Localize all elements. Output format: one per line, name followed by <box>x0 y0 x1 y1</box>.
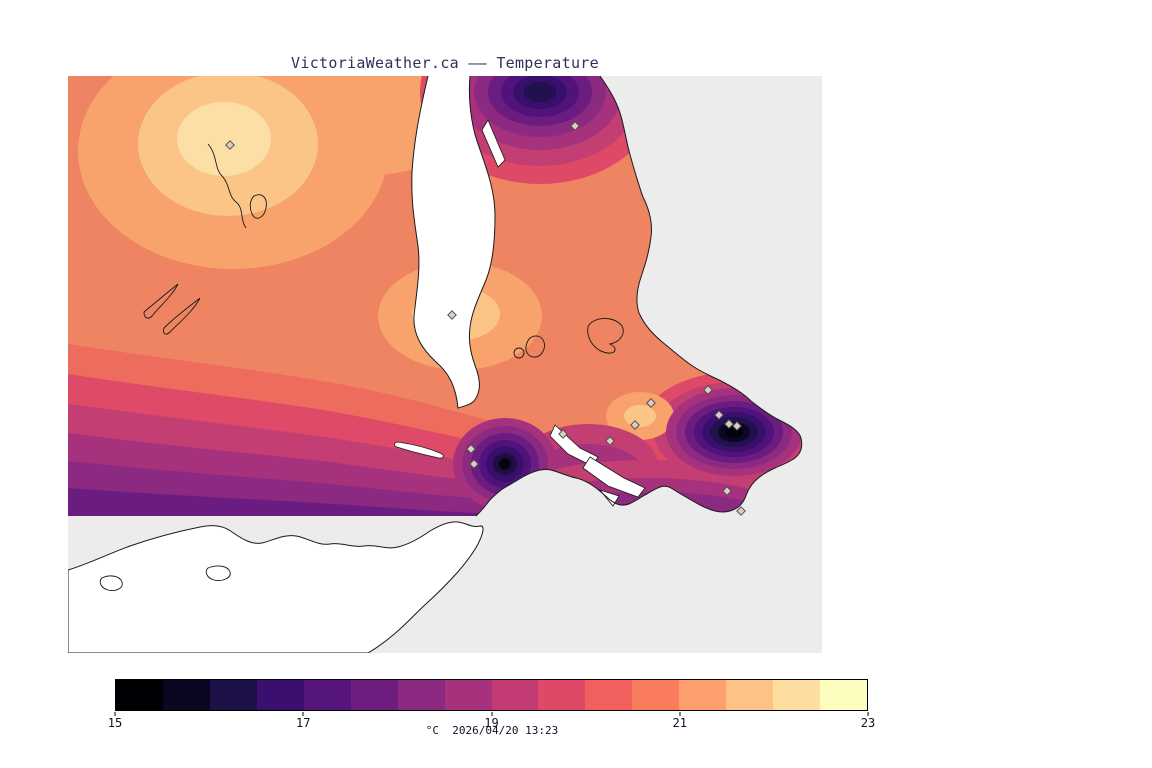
west-lake-outline-2 <box>163 297 201 335</box>
colorbar-segment <box>679 680 727 710</box>
station-markers <box>225 121 746 516</box>
map-image <box>68 76 822 653</box>
colorbar-segment <box>538 680 586 710</box>
colorbar-segment <box>303 680 351 710</box>
inlet-coastline <box>411 76 496 409</box>
arm-coast-squiggle <box>207 143 247 229</box>
station-marker <box>724 419 734 429</box>
station-marker <box>225 140 235 150</box>
colorbar-segment <box>116 680 163 710</box>
colorbar-tickmark <box>302 712 304 716</box>
station-marker <box>630 420 640 430</box>
page-title: VictoriaWeather.ca —— Temperature <box>291 54 599 72</box>
colorbar-tick-label: 21 <box>672 716 687 730</box>
colorbar-tick-label: 17 <box>296 716 311 730</box>
olympic-lake-outline-2 <box>205 565 231 581</box>
colorbar-segment <box>397 680 445 710</box>
station-marker <box>469 459 479 469</box>
colorbar-segment <box>491 680 539 710</box>
elk-lake-outline <box>525 335 545 358</box>
station-marker <box>736 506 746 516</box>
station-marker <box>558 429 568 439</box>
station-marker <box>714 410 724 420</box>
station-marker <box>703 385 713 395</box>
colorbar-segment <box>256 680 304 710</box>
station-marker <box>466 444 476 454</box>
colorbar <box>115 679 868 711</box>
colorbar-tickmark <box>491 712 492 716</box>
colorbar-segment <box>773 680 821 710</box>
colorbar-panel: 15 17 19 21 23 <box>108 679 875 732</box>
olympic-peninsula-land <box>68 521 484 653</box>
colorbar-segment <box>632 680 680 710</box>
station-marker <box>646 398 656 408</box>
colorbar-tick-label: 23 <box>860 716 876 730</box>
small-lake-outline <box>513 347 525 359</box>
colorbar-segment <box>209 680 257 710</box>
station-marker <box>570 121 580 131</box>
colorbar-tickmark <box>867 712 869 716</box>
arm-loop-outline <box>249 194 267 219</box>
hill-outline <box>587 318 624 354</box>
harbour-water-2 <box>582 456 646 498</box>
colorbar-tickmark <box>114 712 116 716</box>
lagoon-water <box>394 441 444 459</box>
deep-cove-water <box>481 119 506 168</box>
colorbar-segment <box>585 680 633 710</box>
colorbar-segment <box>162 680 210 710</box>
colorbar-ticks: 15 17 19 21 23 <box>108 712 875 732</box>
colorbar-tick-label: 15 <box>107 716 123 730</box>
colorbar-segment <box>726 680 774 710</box>
station-marker <box>722 486 732 496</box>
colorbar-segment <box>350 680 398 710</box>
station-marker <box>447 310 457 320</box>
colorbar-tickmark <box>679 712 681 716</box>
olympic-lake-outline-1 <box>99 575 123 591</box>
map-panel <box>68 76 822 653</box>
colorbar-caption: °C 2026/04/20 13:23 <box>425 724 559 737</box>
colorbar-segment <box>444 680 492 710</box>
station-marker <box>605 436 615 446</box>
colorbar-segment <box>820 680 867 710</box>
inlet-water <box>411 76 495 408</box>
colorbar-tick-label: 19 <box>484 716 499 730</box>
peninsula-coastline <box>475 76 803 517</box>
station-marker <box>732 421 742 431</box>
west-lake-outline-1 <box>143 283 179 319</box>
